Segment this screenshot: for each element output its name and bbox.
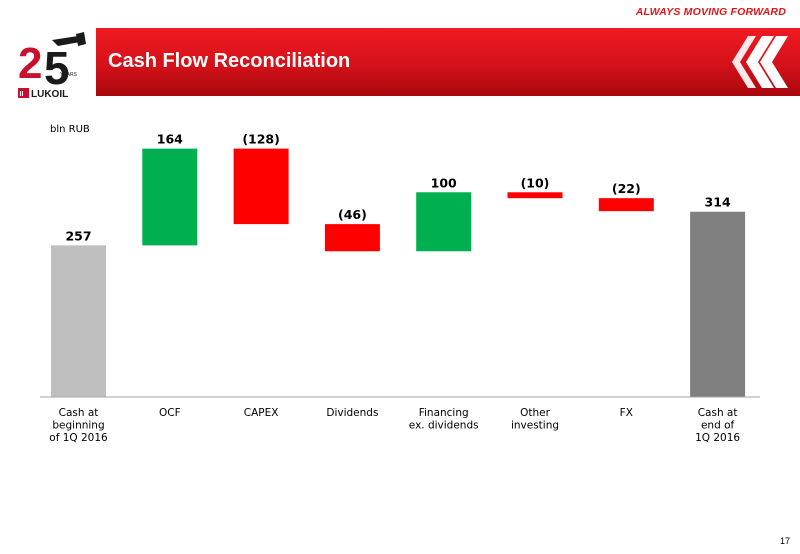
tagline: ALWAYS MOVING FORWARD — [635, 6, 786, 18]
page-number: 17 — [779, 536, 790, 546]
bar-5 — [507, 192, 563, 199]
svg-text:II: II — [20, 91, 24, 98]
bar-6 — [598, 198, 654, 212]
data-label-6: (22) — [612, 181, 641, 196]
data-label-1: 164 — [157, 132, 183, 147]
category-label-6: FX — [620, 407, 633, 419]
category-label-3: Dividends — [326, 407, 378, 419]
chevron-arrows-icon — [732, 36, 788, 88]
lukoil-25-years-logo: 2 5 YEARS II LUKOIL — [18, 32, 86, 100]
category-label-7: Cash at end of 1Q 2016 — [695, 407, 740, 444]
category-label-2: CAPEX — [244, 407, 279, 419]
bar-4 — [416, 192, 472, 252]
data-label-7: 314 — [705, 195, 731, 210]
data-label-5: (10) — [521, 175, 550, 190]
svg-text:LUKOIL: LUKOIL — [31, 89, 68, 100]
page-title: Cash Flow Reconciliation — [108, 50, 351, 72]
bar-0 — [51, 245, 106, 397]
category-label-0: Cash at beginning of 1Q 2016 — [49, 407, 108, 444]
bar-7 — [690, 211, 746, 397]
category-label-5: Other investing — [511, 407, 559, 432]
bar-3 — [324, 224, 380, 252]
svg-text:5: 5 — [44, 42, 70, 94]
data-label-2: (128) — [242, 132, 280, 147]
title-bar: Cash Flow Reconciliation — [96, 28, 800, 96]
svg-text:YEARS: YEARS — [60, 72, 78, 78]
unit-label: bln RUB — [50, 124, 90, 135]
bar-1 — [142, 148, 198, 246]
svg-text:2: 2 — [18, 39, 42, 88]
category-label-1: OCF — [159, 407, 181, 419]
data-label-3: (46) — [338, 207, 367, 222]
category-label-4: Financing ex. dividends — [409, 407, 479, 432]
data-label-4: 100 — [431, 175, 457, 190]
data-label-0: 257 — [65, 228, 91, 243]
bar-2 — [233, 148, 289, 225]
